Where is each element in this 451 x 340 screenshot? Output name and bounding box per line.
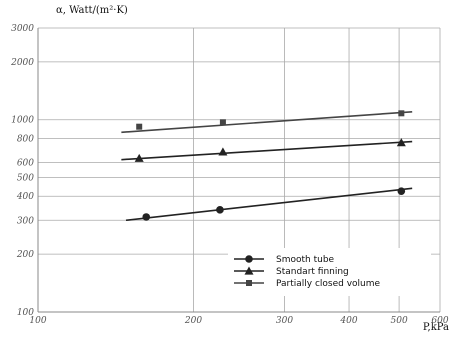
y-tick-label: 400 <box>16 192 34 202</box>
x-tick-label: 500 <box>391 316 408 326</box>
data-point <box>216 206 224 214</box>
data-point <box>219 119 226 126</box>
legend-label: Standart finning <box>276 267 349 277</box>
series-line <box>121 140 413 161</box>
series-line <box>121 110 413 134</box>
y-tick-label: 1000 <box>11 116 34 126</box>
series-group <box>121 110 413 222</box>
y-tick-label: 600 <box>17 158 34 168</box>
x-tick-label: 100 <box>29 316 46 326</box>
legend-label: Smooth tube <box>276 255 335 265</box>
x-tick-label: 600 <box>431 316 448 326</box>
data-point <box>397 187 406 195</box>
legend-label: Partially closed volume <box>276 279 381 289</box>
series-triangle <box>121 138 413 162</box>
tick-labels: 100 200 300 400 500 600 800 1000 2000 3000 100 200 3… <box>10 24 449 326</box>
data-point <box>134 153 144 162</box>
y-tick-label: 100 <box>17 308 34 318</box>
x-tick-label: 300 <box>276 316 293 326</box>
data-point <box>142 213 151 221</box>
y-tick-label: 200 <box>16 250 34 260</box>
x-tick-label: 400 <box>339 316 357 326</box>
legend-marker <box>244 266 254 275</box>
legend-box <box>228 248 431 296</box>
data-point <box>218 147 228 156</box>
legend: Smooth tube Standart finning Partially clo… <box>228 248 431 296</box>
y-tick-label: 500 <box>17 174 34 184</box>
y-tick-label: 3000 <box>11 24 34 34</box>
data-point <box>396 138 406 147</box>
series-circle <box>125 187 413 222</box>
series-line <box>125 187 413 222</box>
legend-marker <box>246 280 252 286</box>
data-point <box>136 123 143 130</box>
y-tick-label: 800 <box>17 134 34 144</box>
y-tick-label: 2000 <box>10 58 34 68</box>
y-axis-label: α, Watt/(m²·K) <box>56 5 128 16</box>
x-axis-label: P,kPa <box>423 322 449 333</box>
legend-marker <box>245 255 253 263</box>
data-point <box>398 110 405 117</box>
y-tick-label: 300 <box>17 216 34 226</box>
series-square <box>121 110 413 134</box>
x-tick-label: 200 <box>184 316 202 326</box>
